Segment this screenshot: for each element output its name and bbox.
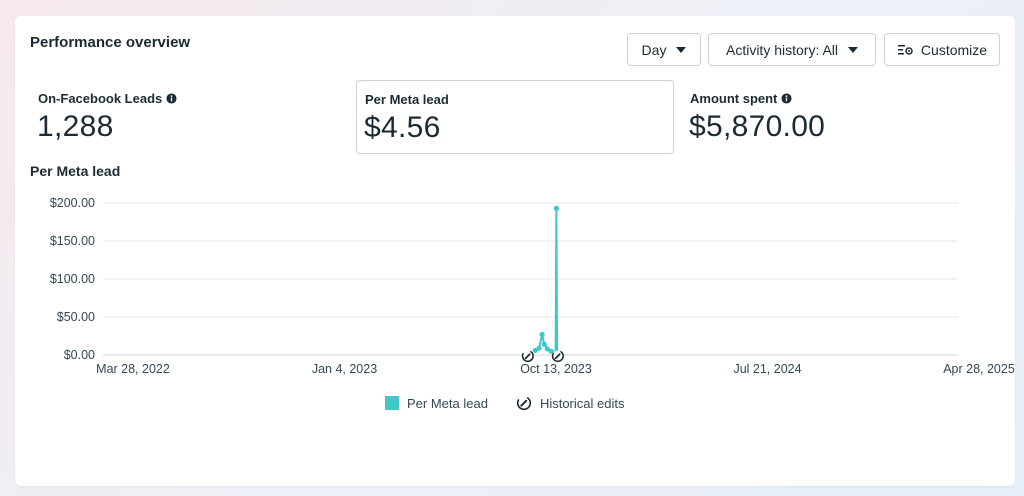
day-dropdown[interactable]: Day	[627, 33, 701, 66]
metric-value: $5,870.00	[689, 110, 826, 143]
data-point	[536, 345, 542, 351]
activity-history-dropdown[interactable]: Activity history: All	[708, 33, 876, 66]
historical-edit-marker[interactable]	[551, 349, 565, 363]
metric-amount-spent[interactable]: Amount spent $5,870.00	[682, 80, 1002, 154]
series-line	[534, 208, 559, 356]
customize-button[interactable]: Customize	[884, 33, 1000, 66]
chart-title: Per Meta lead	[30, 163, 121, 179]
data-point	[539, 331, 545, 338]
legend-swatch	[385, 396, 399, 410]
metric-value: 1,288	[37, 110, 114, 143]
metric-per-meta-lead[interactable]: Per Meta lead $4.56	[356, 80, 674, 154]
info-icon[interactable]	[166, 93, 177, 104]
x-tick-label: Apr 28, 2025	[943, 362, 1015, 376]
legend-item-historical-edits[interactable]: Historical edits	[516, 395, 625, 411]
historical-edits-icon	[516, 395, 532, 411]
y-tick-label: $150.00	[50, 234, 95, 248]
legend-label: Per Meta lead	[407, 395, 488, 411]
y-tick-label: $50.00	[57, 310, 95, 324]
data-point	[548, 348, 554, 354]
performance-card: Performance overview Day Activity histor…	[15, 16, 1015, 486]
per-meta-lead-chart: $0.00 $50.00 $100.00 $150.00 $200.00 Mar 28, …	[50, 196, 1015, 376]
legend-item-per-meta-lead[interactable]: Per Meta lead	[385, 396, 488, 411]
legend-label: Historical edits	[539, 395, 625, 411]
metric-leads[interactable]: On-Facebook Leads 1,288	[30, 80, 350, 154]
metric-label: Amount spent	[690, 91, 778, 106]
data-point	[541, 341, 547, 347]
caret-down-icon	[848, 46, 859, 53]
customize-icon	[897, 44, 913, 55]
info-icon[interactable]	[781, 93, 792, 104]
data-point	[544, 346, 550, 352]
data-point	[553, 205, 559, 211]
y-tick-label: $0.00	[64, 348, 95, 362]
activity-history-label: Activity history: All	[725, 41, 839, 58]
caret-down-icon	[676, 46, 687, 53]
customize-label: Customize	[920, 41, 988, 58]
x-tick-label: Mar 28, 2022	[96, 362, 170, 376]
historical-edit-marker[interactable]	[521, 349, 535, 363]
metric-value: $4.56	[364, 111, 441, 144]
data-point	[532, 347, 538, 354]
day-dropdown-label: Day	[641, 41, 667, 58]
metric-label: On-Facebook Leads	[38, 91, 163, 106]
y-tick-label: $200.00	[50, 196, 95, 210]
chart-legend: Per Meta lead Historical edits	[385, 395, 624, 411]
x-tick-label: Jul 21, 2024	[733, 362, 801, 376]
metric-label: Per Meta lead	[365, 92, 449, 107]
y-tick-label: $100.00	[50, 272, 95, 286]
x-tick-label: Jan 4, 2023	[312, 362, 377, 376]
x-tick-label: Oct 13, 2023	[520, 362, 592, 376]
page-title: Performance overview	[30, 34, 191, 51]
